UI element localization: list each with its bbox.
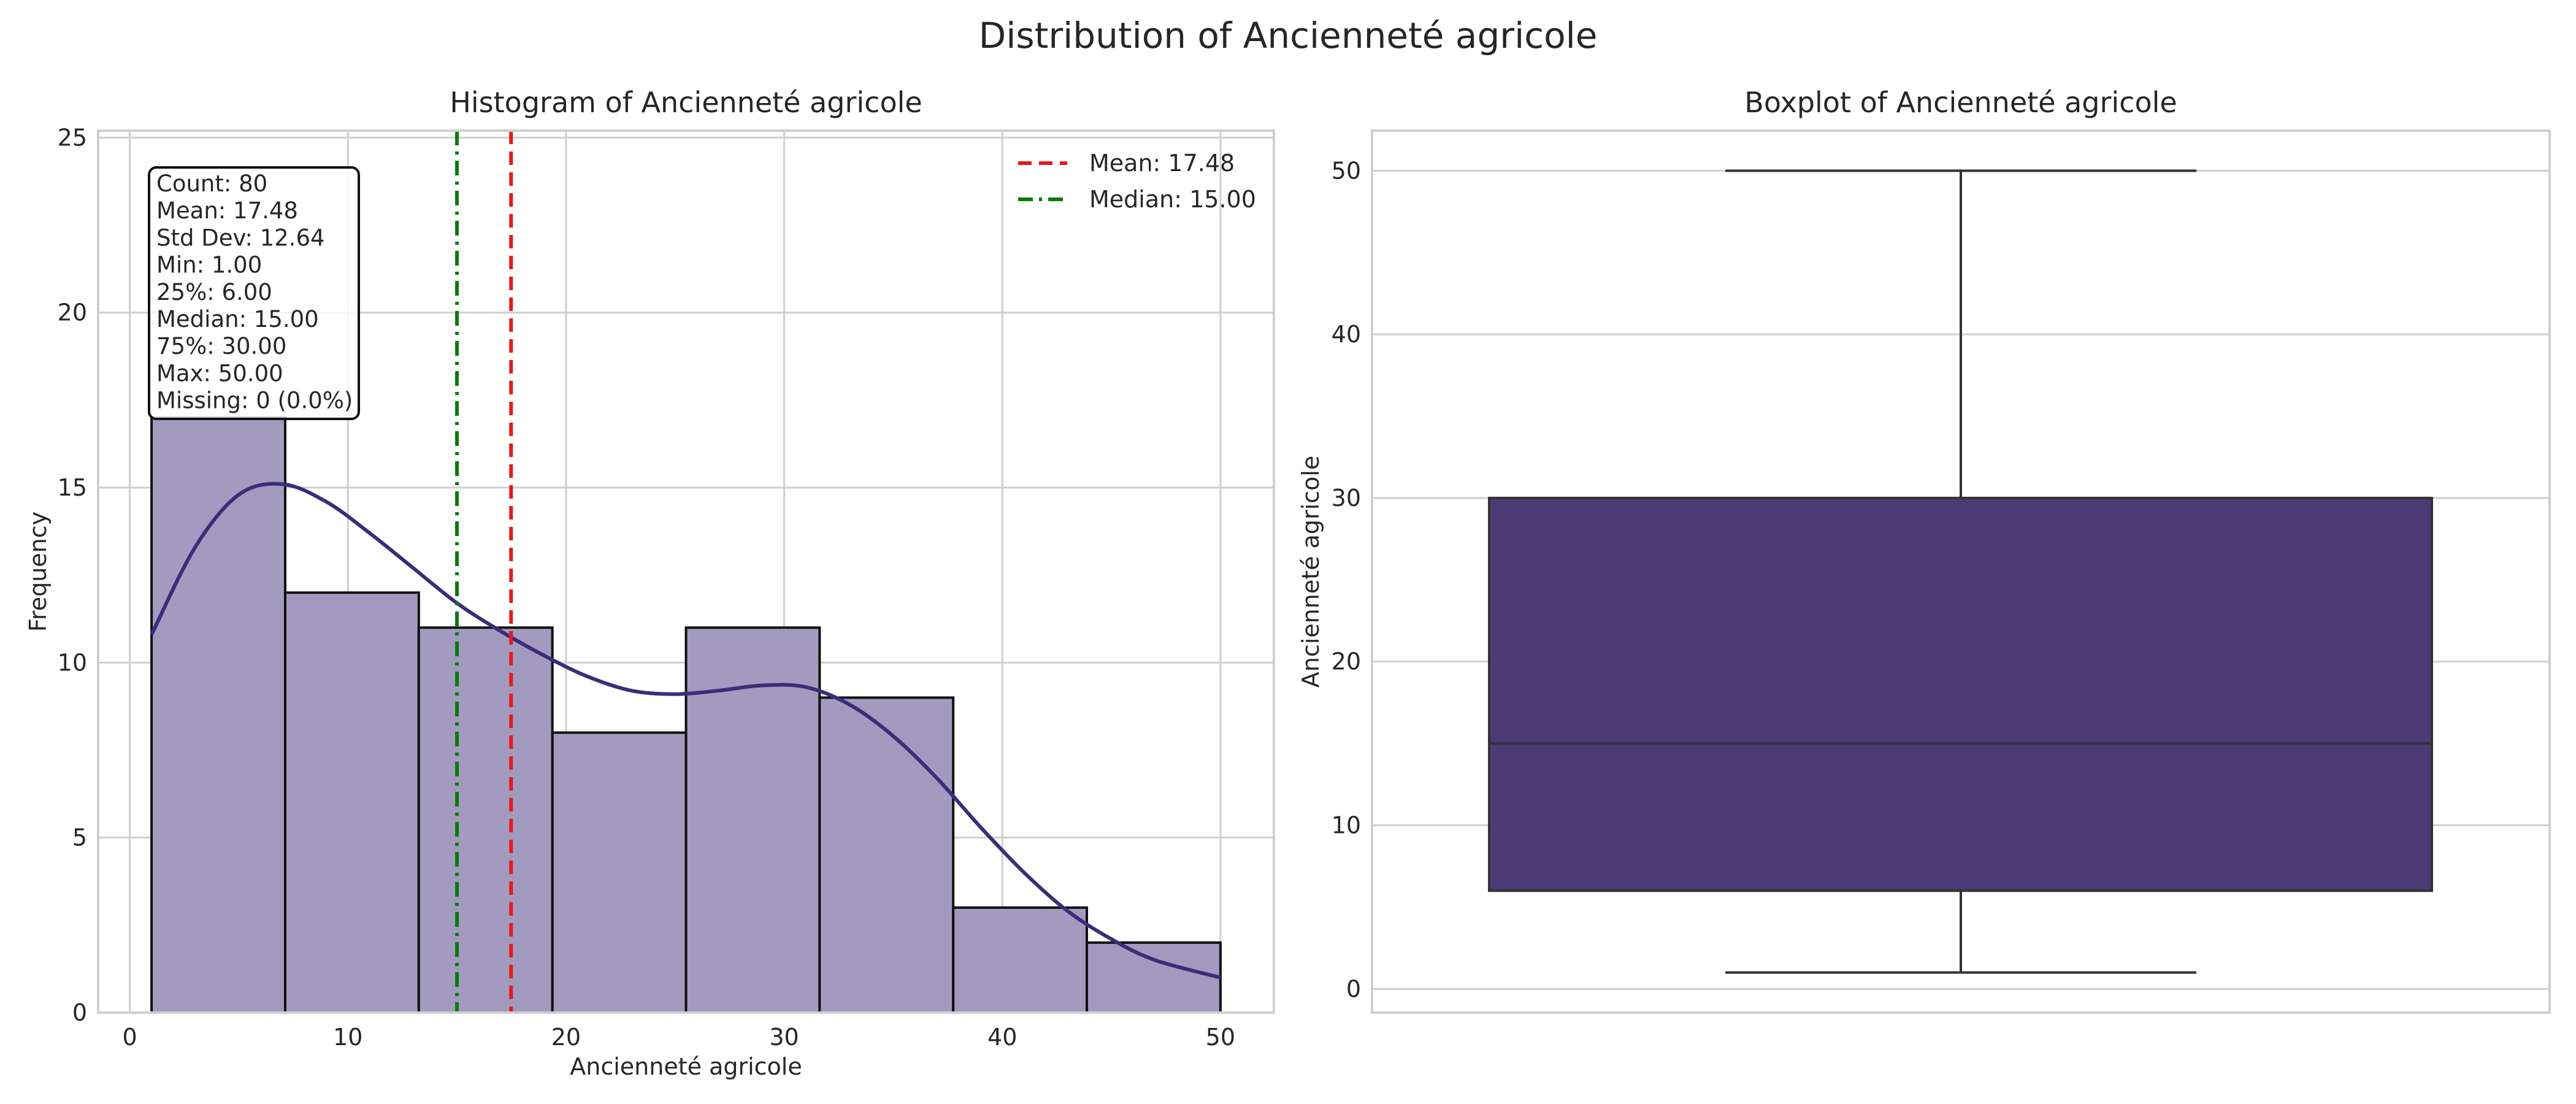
- hist-y-tick-5: 25: [58, 124, 87, 151]
- stats-line-5: Median: 15.00: [156, 306, 319, 332]
- hist-title: Histogram of Ancienneté agricole: [450, 86, 922, 119]
- box-y-tick-4: 40: [1332, 321, 1361, 348]
- box-y-tick-2: 20: [1332, 648, 1361, 675]
- box-frame: [1371, 129, 2551, 1014]
- stats-line-8: Missing: 0 (0.0%): [156, 388, 353, 414]
- stats-line-6: 75%: 30.00: [156, 333, 286, 359]
- hist-bar-0: [150, 416, 286, 1014]
- hist-x-tick-5: 50: [1206, 1024, 1235, 1051]
- stats-line-4: 25%: 6.00: [156, 279, 272, 305]
- stats-line-0: Count: 80: [156, 171, 267, 197]
- hist-y-tick-0: 0: [72, 999, 87, 1026]
- hist-bar-1: [283, 591, 420, 1014]
- histogram-panel: 0 10 20 30 40 50 0 5 10 15 20 25 Histogram of Ancien…: [25, 86, 1275, 1080]
- box-title: Boxplot of Ancienneté agricole: [1744, 86, 2177, 119]
- legend-label-0: Mean: 17.48: [1089, 150, 1235, 177]
- box-y-tick-3: 30: [1332, 485, 1361, 512]
- stats-line-3: Min: 1.00: [156, 252, 262, 278]
- stats-line-1: Mean: 17.48: [156, 197, 298, 224]
- hist-bar-6: [952, 906, 1089, 1014]
- box-iqr: [1488, 496, 2433, 892]
- box-y-tick-5: 50: [1332, 157, 1361, 184]
- hist-y-tick-1: 5: [72, 824, 87, 851]
- hist-x-tick-1: 10: [333, 1024, 362, 1051]
- stats-box: [148, 166, 360, 420]
- hist-y-label: Frequency: [25, 512, 52, 632]
- box-y-tick-1: 10: [1332, 812, 1361, 839]
- legend-label-1: Median: 15.00: [1089, 186, 1256, 213]
- box-y-tick-0: 0: [1346, 975, 1361, 1002]
- hist-bar-3: [551, 731, 688, 1014]
- hist-x-label: Ancienneté agricole: [570, 1053, 802, 1080]
- boxplot-panel: 0 10 20 30 40 50 Boxplot of Ancienneté agricol…: [1297, 86, 2551, 1014]
- hist-bar-5: [818, 696, 955, 1014]
- hist-y-tick-4: 20: [58, 299, 87, 326]
- hist-frame: [97, 129, 1275, 1014]
- stats-line-7: Max: 50.00: [156, 360, 283, 386]
- hist-y-tick-3: 15: [58, 474, 87, 501]
- hist-x-tick-2: 20: [551, 1024, 581, 1051]
- hist-x-tick-3: 30: [769, 1024, 799, 1051]
- figure-title: Distribution of Ancienneté agricole: [979, 15, 1598, 56]
- hist-x-tick-0: 0: [122, 1024, 137, 1051]
- stats-line-2: Std Dev: 12.64: [156, 224, 325, 251]
- hist-kde-curve: [150, 481, 1221, 979]
- hist-x-tick-4: 40: [987, 1024, 1017, 1051]
- hist-y-tick-2: 10: [58, 649, 87, 676]
- box-y-label: Ancienneté agricole: [1297, 456, 1324, 688]
- hist-bar-2: [417, 626, 554, 1014]
- hist-bar-7: [1086, 941, 1222, 1014]
